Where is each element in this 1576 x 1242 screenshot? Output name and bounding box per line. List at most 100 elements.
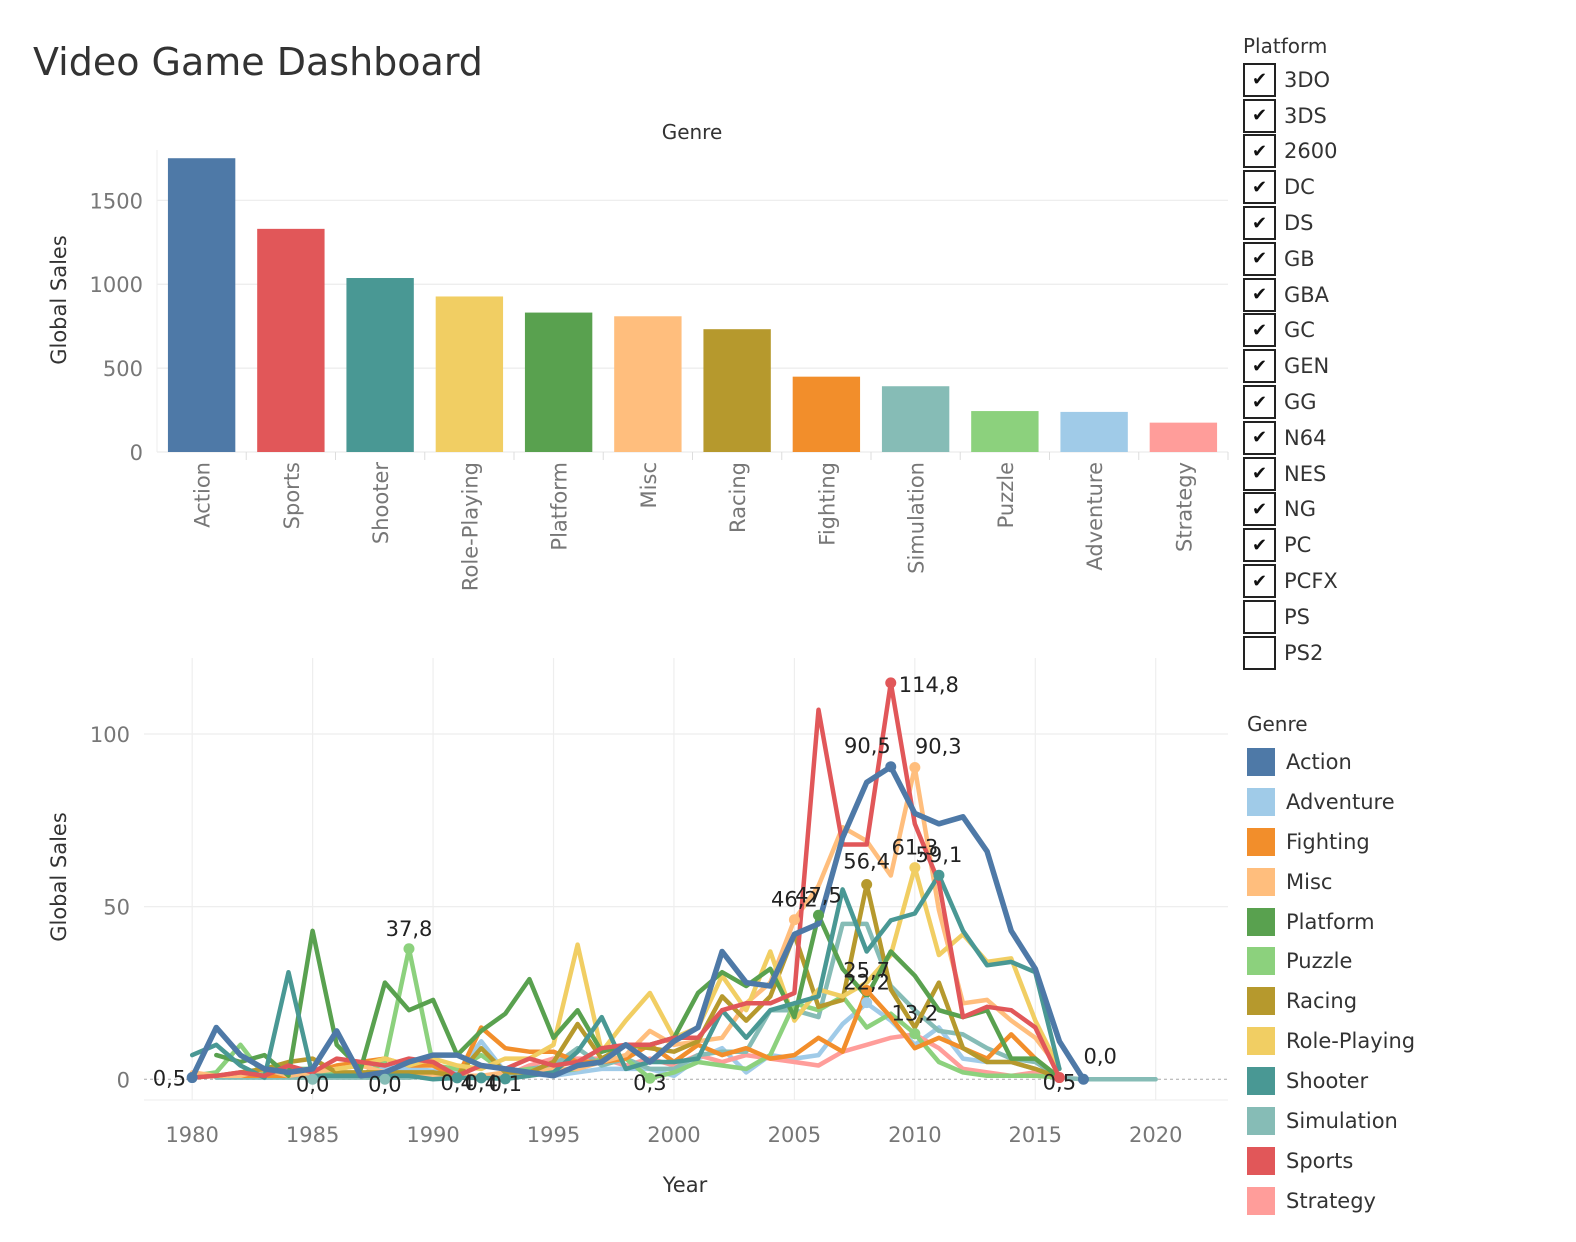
platform-filter-item[interactable]: ✔ GG (1243, 384, 1553, 420)
platform-filter-item[interactable]: ✔ DC (1243, 169, 1553, 205)
genre-legend-item[interactable]: Simulation (1247, 1101, 1557, 1141)
line-data-label: 114,8 (899, 673, 959, 697)
platform-checkbox[interactable]: ✔ (1243, 241, 1276, 276)
legend-swatch (1247, 1146, 1275, 1175)
platform-filter-item[interactable]: ✔ GC (1243, 313, 1553, 349)
legend-label: Strategy (1286, 1188, 1376, 1213)
platform-filter-item[interactable]: ✔ NES (1243, 456, 1553, 492)
platform-filter-item[interactable]: ✔ GBA (1243, 277, 1553, 313)
genre-legend-item[interactable]: Racing (1247, 981, 1557, 1021)
line-point-marker (861, 997, 873, 1009)
platform-checkbox[interactable]: ✔ (1243, 134, 1276, 169)
bar-chart-title: Genre (662, 120, 723, 144)
line-y-axis-label: Global Sales (47, 812, 71, 942)
line-x-tick-label: 2000 (647, 1123, 700, 1147)
platform-label: 3DO (1284, 67, 1331, 92)
genre-legend-item[interactable]: Role-Playing (1247, 1021, 1557, 1061)
legend-label: Simulation (1286, 1108, 1398, 1133)
line-data-label: 13,2 (891, 1002, 938, 1026)
platform-checkbox[interactable]: ✔ (1243, 277, 1276, 312)
bar-x-tick-label: Misc (637, 462, 661, 508)
genre-legend-item[interactable]: Shooter (1247, 1061, 1557, 1101)
platform-filter-item[interactable]: ✔ GEN (1243, 348, 1553, 384)
genre-legend-item[interactable]: Sports (1247, 1141, 1557, 1181)
platform-label: GBA (1284, 282, 1330, 307)
platform-filter-item[interactable]: PS (1243, 599, 1553, 635)
bar-x-tick-label: Role-Playing (458, 462, 482, 591)
line-point-marker (909, 1028, 921, 1040)
line-point-marker (1053, 1072, 1065, 1084)
sales-by-year-line-chart: 1980 1985 1990 1995 2000 2005 2010 2015 2020 0 50 1… (47, 658, 1228, 1197)
bar-x-tick-label: Platform (548, 462, 572, 551)
legend-swatch (1247, 867, 1275, 896)
line-data-label: 0,0 (368, 1072, 401, 1096)
platform-checkbox[interactable]: ✔ (1243, 420, 1276, 455)
line-series-shooter (189, 872, 1062, 1082)
platform-checkbox[interactable]: ✔ (1243, 98, 1276, 133)
line-data-label: 0,0 (1083, 1044, 1116, 1068)
platform-checkbox[interactable]: ✔ (1243, 564, 1276, 599)
line-point-marker (933, 869, 945, 881)
legend-label: Adventure (1286, 789, 1395, 814)
bar-x-tick-label: Sports (280, 462, 304, 529)
platform-checkbox[interactable]: ✔ (1243, 170, 1276, 205)
platform-filter-item[interactable]: ✔ PC (1243, 527, 1553, 563)
platform-checkbox[interactable]: ✔ (1243, 313, 1276, 348)
platform-checkbox[interactable]: ✔ (1243, 528, 1276, 563)
platform-label: DS (1284, 211, 1314, 236)
platform-checkbox[interactable] (1243, 635, 1276, 670)
platform-label: N64 (1284, 425, 1327, 450)
platform-checkbox[interactable]: ✔ (1243, 385, 1276, 420)
line-data-label: 46,2 (771, 888, 818, 912)
line-point-marker (909, 761, 921, 773)
platform-checkbox[interactable] (1243, 599, 1276, 634)
genre-legend-item[interactable]: Adventure (1247, 782, 1557, 822)
line-x-tick-label: 1990 (406, 1123, 459, 1147)
bar-adventure (1060, 411, 1128, 452)
bar-y-tick-label: 500 (103, 357, 143, 381)
bar-x-tick-label: Racing (726, 462, 750, 533)
genre-legend-item[interactable]: Puzzle (1247, 941, 1557, 981)
line-y-tick-label: 50 (103, 896, 130, 920)
genre-legend: Genre Action Adventure Fighting Misc Platfor… (1247, 706, 1557, 1221)
platform-filter-item[interactable]: ✔ 3DO (1243, 62, 1553, 98)
legend-label: Fighting (1286, 829, 1370, 854)
bar-simulation (881, 386, 950, 452)
bar-role-playing (435, 296, 504, 452)
bar-puzzle (971, 411, 1039, 452)
bar-y-tick-label: 1500 (90, 189, 143, 213)
legend-label: Racing (1286, 989, 1358, 1014)
legend-swatch (1247, 947, 1275, 976)
line-data-label: 61,3 (891, 836, 938, 860)
line-point-marker (861, 879, 873, 891)
platform-checkbox[interactable]: ✔ (1243, 206, 1276, 241)
genre-legend-item[interactable]: Misc (1247, 862, 1557, 902)
platform-filter-item[interactable]: ✔ 3DS (1243, 98, 1553, 134)
line-point-marker (909, 862, 921, 874)
platform-filter-item[interactable]: ✔ 2600 (1243, 134, 1553, 170)
platform-filter-item[interactable]: ✔ NG (1243, 492, 1553, 528)
platform-filter-item[interactable]: ✔ N64 (1243, 420, 1553, 456)
platform-filter-item[interactable]: ✔ DS (1243, 205, 1553, 241)
platform-filter-item[interactable]: PS2 (1243, 635, 1553, 671)
bar-y-tick-label: 1000 (90, 273, 143, 297)
platform-label: DC (1284, 175, 1315, 200)
bar-action (167, 158, 236, 452)
platform-filter-item[interactable]: ✔ PCFX (1243, 563, 1553, 599)
platform-checkbox[interactable]: ✔ (1243, 492, 1276, 527)
legend-swatch (1247, 827, 1275, 856)
platform-checkbox[interactable]: ✔ (1243, 349, 1276, 384)
genre-legend-item[interactable]: Platform (1247, 902, 1557, 942)
line-data-label: 0,4 (465, 1071, 498, 1095)
platform-checkbox[interactable]: ✔ (1243, 456, 1276, 491)
line-point-marker (451, 1072, 463, 1084)
platform-label: NG (1284, 497, 1316, 522)
line-point-marker (307, 1073, 319, 1085)
genre-legend-item[interactable]: Action (1247, 742, 1557, 782)
genre-legend-item[interactable]: Fighting (1247, 822, 1557, 862)
platform-filter-item[interactable]: ✔ GB (1243, 241, 1553, 277)
genre-legend-item[interactable]: Strategy (1247, 1181, 1557, 1221)
bar-strategy (1149, 422, 1218, 452)
platform-checkbox[interactable]: ✔ (1243, 62, 1276, 97)
line-point-marker (403, 943, 415, 955)
